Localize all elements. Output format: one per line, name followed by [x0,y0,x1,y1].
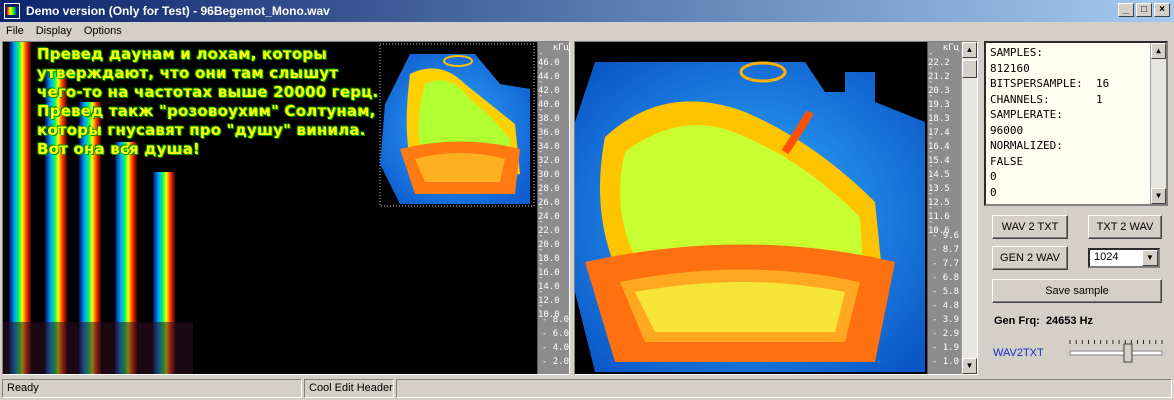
fft-size-value: 1024 [1094,251,1119,263]
frequency-tick-label: - 6.0 [541,329,569,339]
frequency-tick-label: - 1.9 [931,343,959,353]
scroll-down-button[interactable]: ▼ [962,358,977,374]
slider-ticks [1069,340,1163,344]
info-scroll-up-button[interactable]: ▲ [1151,43,1166,59]
frequency-tick-label: - 20.0 [538,231,560,250]
info-scroll-down-button[interactable]: ▼ [1151,188,1166,204]
frequency-tick-label: - 10.6 [928,217,950,236]
frequency-tick-label: - 28.0 [538,175,560,194]
info-line: NORMALIZED: [990,139,1063,152]
frequency-tick-label: - 10.0 [538,301,560,320]
gen-frequency-label: Gen Frq: 24653 Hz [994,315,1094,327]
frequency-tick-label: - 44.0 [538,63,560,82]
frequency-tick-label: - 36.0 [538,119,560,138]
left-freq-unit: кГц [552,43,569,53]
frequency-tick-label: - 9.6 [931,231,959,241]
maximize-button[interactable]: □ [1136,3,1152,17]
info-line: 0 [990,170,997,183]
info-line: FALSE [990,154,1024,168]
chevron-down-icon[interactable]: ▼ [1142,250,1158,266]
status-extra [396,379,1172,398]
frequency-tick-label: - 2.0 [541,357,569,367]
frequency-tick-label: - 24.0 [538,203,560,222]
wav2txt-link[interactable]: WAV2TXT [993,347,1044,359]
menu-display[interactable]: Display [35,25,72,37]
frequency-tick-label: - 3.9 [931,315,959,325]
app-icon [4,3,20,19]
frequency-tick-label: - 15.4 [928,147,950,166]
frequency-tick-label: - 46.0 [538,49,560,68]
frequency-tick-label: - 18.0 [538,245,560,264]
frequency-tick-label: - 11.6 [928,203,950,222]
frequency-tick-label: - 34.0 [538,133,560,152]
status-bar: Ready Cool Edit Header [0,377,1174,400]
frequency-tick-label: - 12.5 [928,189,950,208]
frequency-tick-label: - 2.9 [931,329,959,339]
frequency-tick-label: - 30.0 [538,161,560,180]
file-info-box[interactable]: SAMPLES: 812160 BITSPERSAMPLE: 16 CHANNE… [984,41,1168,206]
info-line: SAMPLES: [990,46,1043,59]
frequency-tick-label: - 6.8 [931,273,959,283]
frequency-tick-label: - 14.0 [538,273,560,292]
frequency-tick-label: - 4.0 [541,343,569,353]
frequency-tick-label: - 14.5 [928,161,950,180]
frequency-tick-label: - 17.4 [928,119,950,138]
frequency-tick-label: - 4.8 [931,301,959,311]
info-line: SAMPLERATE: [990,108,1063,121]
frequency-tick-label: - 18.3 [928,105,950,124]
frequency-tick-label: - 22.0 [538,217,560,236]
right-panel-scrollbar[interactable]: ▲ ▼ [961,42,977,374]
frequency-tick-label: - 20.3 [928,77,950,96]
frequency-tick-label: - 8.7 [931,245,959,255]
frequency-tick-label: - 12.0 [538,287,560,306]
gen-to-wav-button[interactable]: GEN 2 WAV [992,246,1068,270]
right-spectrogram[interactable] [575,42,927,375]
frequency-tick-label: - 38.0 [538,105,560,124]
frequency-tick-label: - 16.0 [538,259,560,278]
menu-bar: File Display Options [0,22,1174,40]
frequency-tick-label: - 7.7 [931,259,959,269]
frequency-tick-label: - 19.3 [928,91,950,110]
info-line: 812160 [990,61,1030,75]
window-title: Demo version (Only for Test) - 96Begemot… [26,4,330,18]
left-frequency-scale: кГц - 46.0- 44.0- 42.0- 40.0- 38.0- 36.0… [537,42,569,374]
save-sample-button[interactable]: Save sample [992,279,1162,303]
frequency-slider[interactable] [1066,338,1166,370]
right-freq-unit: кГц [942,43,959,53]
scroll-thumb[interactable] [962,60,977,78]
overlay-caption: Превед даунам и лохам, которы утверждают… [37,45,379,158]
scroll-up-button[interactable]: ▲ [962,42,977,58]
frequency-tick-label: - 13.5 [928,175,950,194]
left-spectrogram[interactable] [3,42,537,375]
info-line: CHANNELS: 1 [990,92,1103,106]
info-line: 0 [990,185,997,199]
fft-size-select[interactable]: 1024 ▼ [1088,248,1160,268]
title-bar: Demo version (Only for Test) - 96Begemot… [0,0,1174,22]
right-frequency-scale: кГц - 22.2- 21.2- 20.3- 19.3- 18.3- 17.4… [927,42,961,374]
frequency-tick-label: - 21.2 [928,63,950,82]
status-header: Cool Edit Header [304,379,394,398]
menu-options[interactable]: Options [83,25,122,37]
frequency-tick-label: - 40.0 [538,91,560,110]
close-button[interactable]: × [1154,3,1170,17]
status-ready: Ready [2,379,302,398]
info-line: BITSPERSAMPLE: 16 [990,77,1110,90]
frequency-tick-label: - 26.0 [538,189,560,208]
left-spectrogram-panel[interactable]: Превед даунам и лохам, которы утверждают… [2,41,570,375]
wav-to-txt-button[interactable]: WAV 2 TXT [992,215,1068,239]
txt-to-wav-button[interactable]: TXT 2 WAV [1088,215,1162,239]
frequency-tick-label: - 16.4 [928,133,950,152]
minimize-button[interactable]: _ [1118,3,1134,17]
slider-thumb[interactable] [1123,343,1133,363]
info-line: 96000 [990,123,1024,137]
info-scrollbar[interactable]: ▲ ▼ [1150,43,1166,204]
frequency-tick-label: - 5.8 [931,287,959,297]
frequency-tick-label: - 22.2 [928,49,950,68]
right-spectrogram-panel[interactable]: кГц - 22.2- 21.2- 20.3- 19.3- 18.3- 17.4… [574,41,978,375]
frequency-tick-label: - 32.0 [538,147,560,166]
frequency-tick-label: - 1.0 [931,357,959,367]
frequency-tick-label: - 8.0 [541,315,569,325]
frequency-tick-label: - 42.0 [538,77,560,96]
menu-file[interactable]: File [6,25,24,37]
